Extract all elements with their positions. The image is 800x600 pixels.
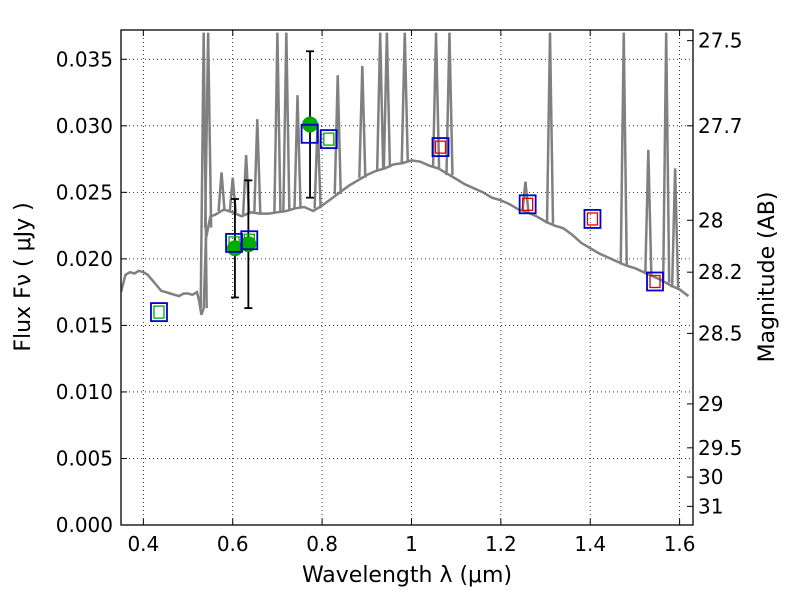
x-tick-label: 1.6 <box>664 532 696 556</box>
model-square <box>518 194 537 215</box>
y2-tick-label: 27.7 <box>698 114 743 138</box>
y2-tick-label: 29.5 <box>698 436 743 460</box>
model-inner-square <box>228 236 240 250</box>
model-inner-square <box>649 274 661 289</box>
y-tick-label: 0.035 <box>56 47 113 71</box>
emission-line-spike <box>400 32 410 163</box>
x-tick-label: 0.8 <box>306 532 338 556</box>
emission-line-spike <box>661 32 671 283</box>
emission-line-spike <box>521 181 530 212</box>
model-inner-square <box>522 197 534 211</box>
model-square <box>240 230 259 251</box>
plot-frame <box>120 29 694 526</box>
y-axis-title: Flux Fν ( μJy ) <box>11 202 36 351</box>
model-square <box>431 137 450 157</box>
x-tick-label: 1.2 <box>485 532 517 556</box>
model-square <box>583 209 602 229</box>
spectrum-line <box>121 159 690 316</box>
y-tick-label: 0.015 <box>56 313 113 337</box>
emission-line-spike <box>358 65 367 178</box>
model-inner-square <box>323 132 335 146</box>
emission-line-spike <box>545 32 555 224</box>
model-inner-square <box>153 305 165 319</box>
emission-line-spike <box>217 172 226 212</box>
ticks: 0.4 0.6 0.8 1 1.2 1.4 1.6 0.000 0.005 0.010 0.015 0… <box>56 29 743 556</box>
x-tick-label: 0.4 <box>127 532 159 556</box>
emission-line-spike <box>293 95 302 209</box>
emission-line-spike <box>644 149 653 275</box>
y-tick-label: 0.030 <box>56 114 113 138</box>
y2-tick-label: 29 <box>698 392 723 416</box>
emission-line-spike <box>203 32 213 228</box>
y2-tick-label: 31 <box>698 494 723 518</box>
y2-tick-label: 30 <box>698 465 723 489</box>
model-inner-square <box>434 140 447 154</box>
y2-tick-label: 28 <box>698 208 723 232</box>
emission-line-spike <box>431 32 441 168</box>
y2-tick-label: 28.2 <box>698 260 743 284</box>
y2-tick-label: 28.5 <box>698 321 743 345</box>
emission-line-spike <box>273 32 282 213</box>
x-axis-title: Wavelength λ (μm) <box>302 563 512 588</box>
model-square <box>150 302 168 322</box>
model-inner-square <box>586 212 599 226</box>
y2-tick-label: 27.5 <box>698 29 743 53</box>
y-tick-label: 0.005 <box>56 446 113 470</box>
emission-line-spike <box>382 32 392 168</box>
model-square <box>319 129 338 150</box>
emission-line-spike <box>445 32 454 176</box>
y-tick-label: 0.010 <box>56 380 113 404</box>
y2-axis-title: Magnitude (AB) <box>755 192 780 363</box>
model-square <box>646 271 664 292</box>
model-inner-square <box>243 233 255 247</box>
emission-line-spike <box>375 32 385 170</box>
x-tick-label: 1.4 <box>574 532 606 556</box>
plot-area <box>121 32 690 322</box>
emission-line-spike <box>619 32 628 265</box>
y-tick-label: 0.020 <box>56 247 113 271</box>
emission-line-spike <box>282 32 291 211</box>
y-tick-label: 0.000 <box>56 513 113 537</box>
emission-line-spike <box>333 75 342 195</box>
emission-line-spike <box>670 168 680 288</box>
x-tick-label: 1 <box>405 532 418 556</box>
x-tick-label: 0.6 <box>217 532 249 556</box>
emission-line-spike <box>253 119 262 214</box>
y-tick-label: 0.025 <box>56 180 113 204</box>
model-square <box>300 123 319 144</box>
